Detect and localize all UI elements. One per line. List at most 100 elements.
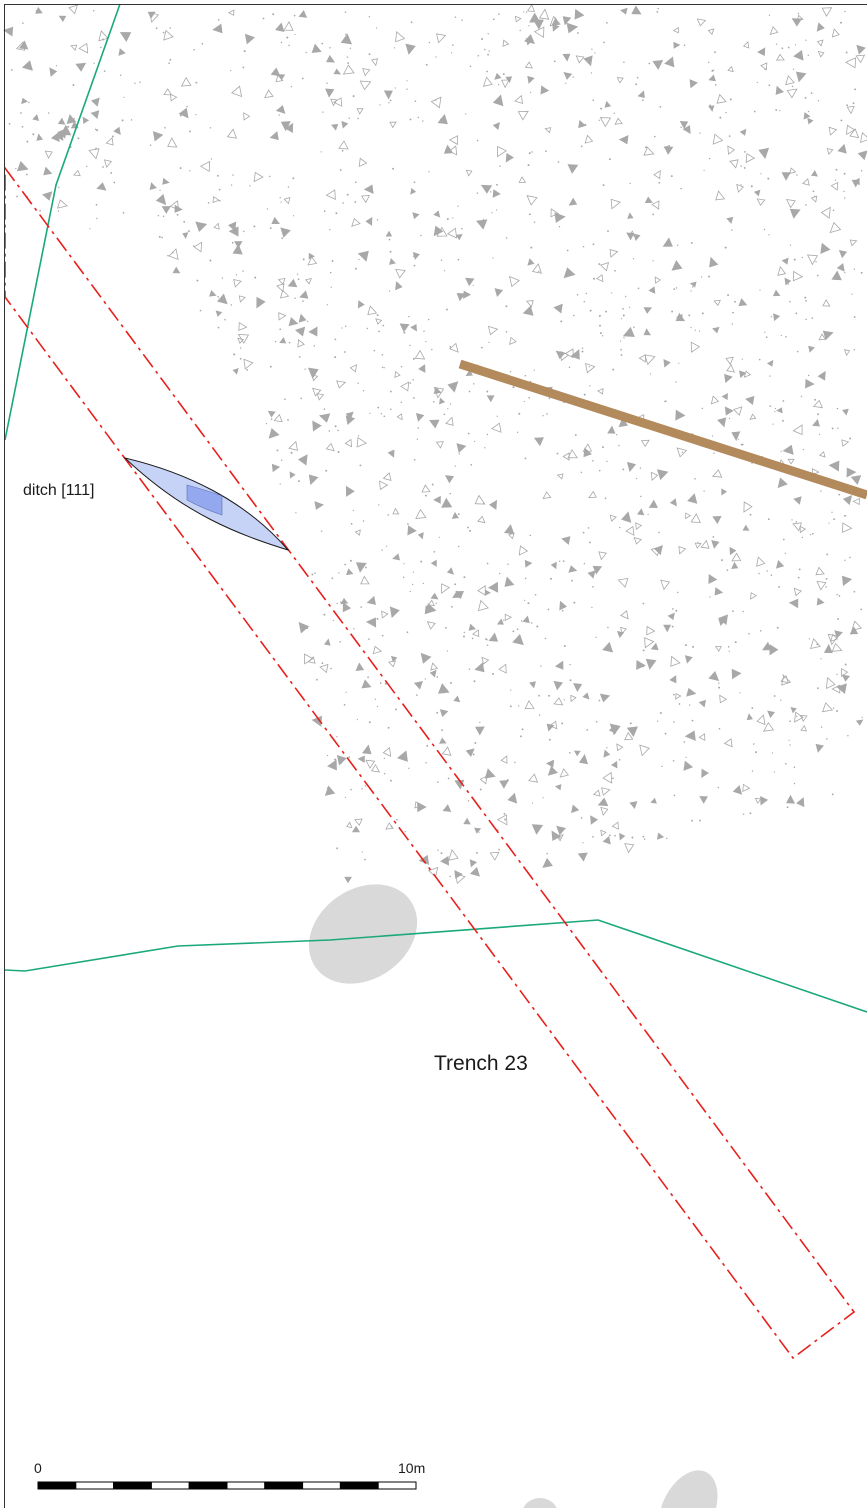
- stipple-mark: [280, 459, 283, 461]
- stipple-mark: [213, 222, 220, 230]
- stipple-mark: [395, 708, 397, 711]
- stipple-mark: [163, 88, 173, 96]
- stipple-mark: [389, 779, 392, 782]
- stipple-mark: [846, 106, 855, 115]
- stipple-mark: [825, 676, 836, 690]
- stipple-mark: [843, 349, 851, 357]
- stipple-mark: [718, 682, 720, 684]
- stipple-mark: [658, 531, 660, 534]
- stipple-mark: [529, 681, 536, 689]
- stipple-mark: [35, 6, 43, 14]
- stipple-mark: [302, 258, 305, 261]
- stipple-mark: [341, 120, 349, 129]
- stipple-mark: [561, 536, 571, 545]
- scale-bar-segment: [37, 1481, 77, 1490]
- stipple-mark: [487, 53, 489, 56]
- stipple-mark: [611, 292, 613, 294]
- stipple-mark: [465, 748, 475, 757]
- stipple-mark: [481, 656, 490, 665]
- stipple-mark: [547, 765, 558, 776]
- stipple-mark: [636, 660, 646, 670]
- stipple-mark: [413, 264, 416, 267]
- stipple-mark: [647, 513, 649, 516]
- stipple-mark: [425, 340, 427, 343]
- stipple-mark: [227, 9, 235, 16]
- stipple-mark: [609, 723, 621, 736]
- stipple-mark: [280, 201, 282, 203]
- stipple-mark: [272, 13, 275, 16]
- stipple-mark: [430, 96, 442, 109]
- stipple-mark: [584, 123, 587, 126]
- stipple-mark: [449, 492, 452, 495]
- stipple-mark: [728, 135, 731, 137]
- stipple-mark: [331, 260, 334, 262]
- stipple-mark: [793, 258, 796, 261]
- stipple-mark: [643, 146, 655, 156]
- stipple-mark: [486, 562, 489, 565]
- stipple-mark: [269, 131, 279, 141]
- stipple-mark: [522, 305, 534, 316]
- stipple-mark: [494, 72, 502, 80]
- stipple-mark: [851, 293, 853, 295]
- stipple-mark: [413, 680, 423, 690]
- stipple-mark: [826, 553, 829, 556]
- grey-patch: [308, 884, 418, 984]
- stipple-mark: [342, 202, 345, 204]
- stipple-mark: [488, 499, 498, 510]
- stipple-mark: [592, 243, 595, 246]
- stipple-mark: [769, 405, 772, 407]
- stipple-mark: [798, 568, 801, 571]
- stipple-mark: [357, 382, 359, 384]
- stipple-mark: [563, 267, 576, 279]
- stipple-mark: [622, 308, 624, 310]
- stipple-mark: [304, 368, 306, 370]
- stipple-mark: [498, 13, 500, 15]
- stipple-mark: [454, 583, 457, 586]
- stipple-mark: [381, 634, 384, 637]
- stipple-mark: [768, 14, 771, 16]
- stipple-mark: [834, 179, 837, 181]
- stipple-mark: [629, 801, 638, 810]
- stipple-mark: [189, 170, 191, 172]
- stipple-mark: [294, 297, 296, 300]
- stipple-mark: [123, 96, 125, 99]
- stipple-mark: [323, 638, 331, 646]
- stipple-mark: [430, 662, 439, 671]
- stipple-mark: [435, 441, 444, 449]
- stipple-mark: [675, 287, 678, 289]
- stipple-mark: [756, 714, 766, 726]
- stipple-mark: [669, 498, 677, 507]
- stipple-mark: [856, 44, 866, 55]
- stipple-mark: [559, 600, 568, 611]
- stipple-mark: [671, 608, 674, 610]
- stipple-mark: [496, 814, 508, 826]
- stipple-mark: [92, 9, 95, 12]
- stipple-mark: [685, 512, 692, 520]
- stipple-mark: [816, 274, 819, 277]
- stipple-mark: [16, 195, 18, 198]
- stipple-mark: [290, 86, 292, 88]
- stipple-mark: [381, 366, 384, 368]
- stipple-mark: [569, 752, 571, 754]
- stipple-mark: [363, 184, 374, 194]
- stipple-mark: [546, 413, 548, 415]
- stipple-mark: [791, 519, 793, 521]
- stipple-mark: [523, 599, 526, 602]
- stipple-mark: [673, 41, 681, 49]
- stipple-mark: [314, 501, 324, 510]
- stipple-mark: [565, 82, 567, 85]
- stipple-mark: [810, 638, 821, 650]
- stipple-mark: [545, 759, 555, 768]
- stipple-mark: [838, 595, 841, 597]
- stipple-mark: [795, 521, 798, 523]
- stipple-mark: [392, 167, 395, 170]
- stipple-mark: [617, 578, 629, 588]
- stipple-mark: [748, 632, 750, 635]
- stipple-mark: [606, 460, 608, 463]
- stipple-mark: [480, 184, 493, 194]
- stipple-mark: [312, 420, 322, 432]
- stipple-mark: [589, 385, 591, 387]
- stipple-mark: [663, 359, 671, 368]
- stipple-mark: [498, 848, 500, 851]
- stipple-mark: [711, 69, 714, 72]
